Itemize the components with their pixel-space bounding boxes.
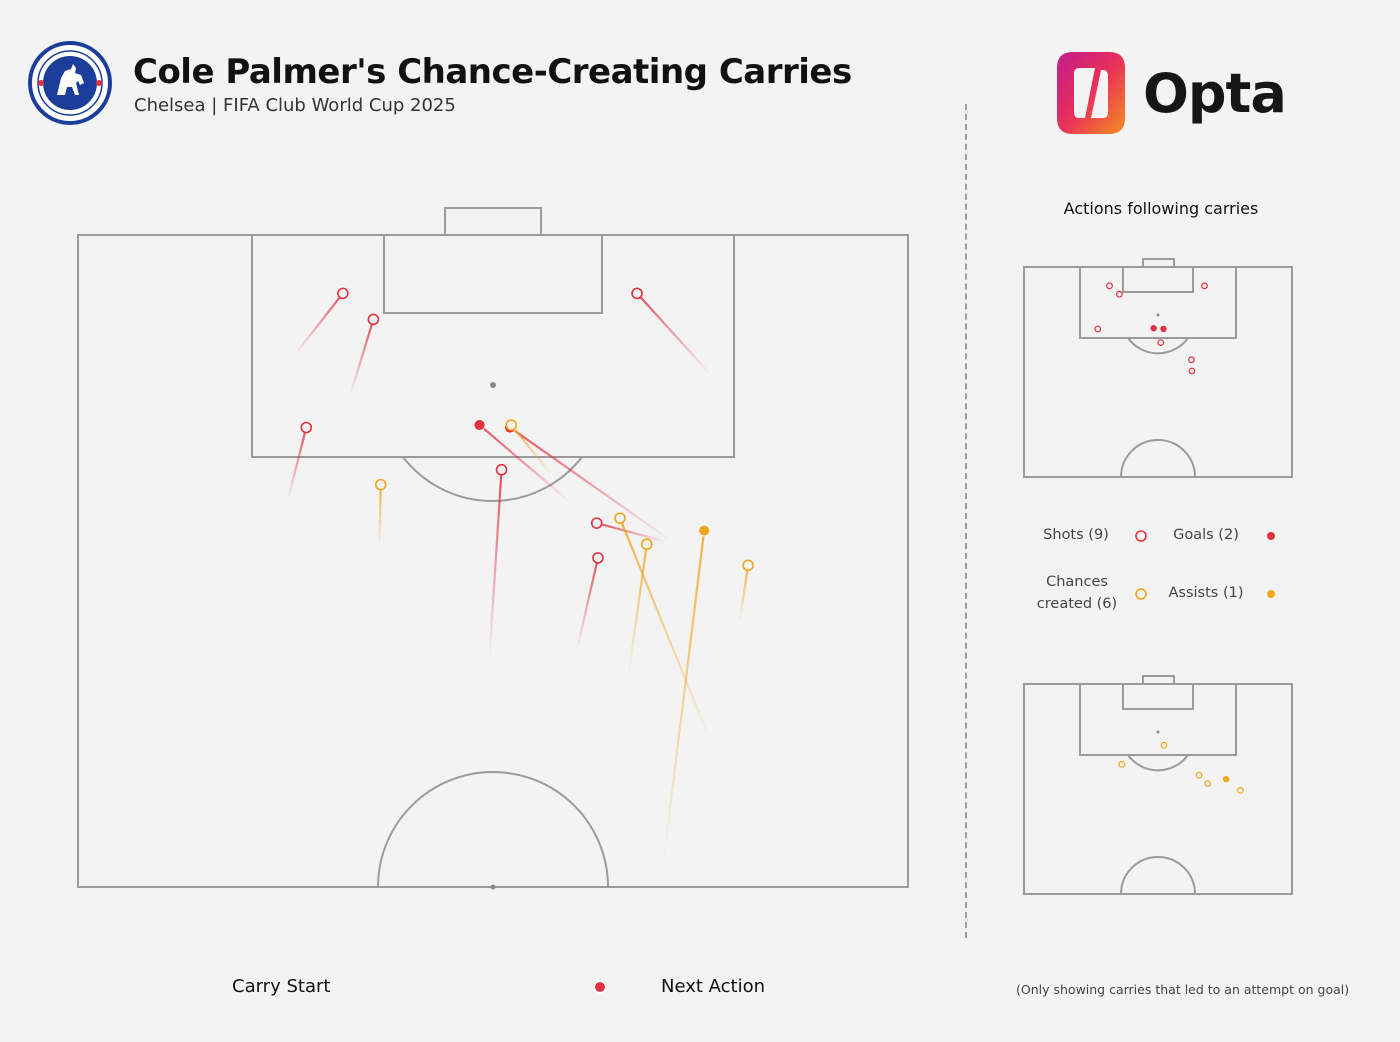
mini-penalty-spot [1156,730,1160,734]
penalty-arc [402,456,583,503]
carry-line-shot [596,522,667,543]
penalty-area [251,234,735,458]
centre-circle-arc [377,771,609,888]
carry-end-shot [495,463,508,476]
carry-end-goal [473,419,486,431]
carry-line-shot [636,292,712,375]
mini-marker-shot [1157,339,1165,346]
carry-line-chance [618,517,714,748]
mini-pitch-chances [1023,675,1293,895]
main-pitch-chart [77,207,909,890]
carries-layer [286,287,754,869]
mini-marker-chance [1118,760,1126,768]
legend-assists-label: Assists (1) [1168,585,1244,601]
carry-line-chance [738,565,750,623]
side-panel-title: Actions following carries [1063,199,1259,218]
mini-marker-chance [1160,741,1168,749]
mini-marker-shot [1188,356,1195,364]
goal [444,207,542,236]
mini-marker-shot [1188,367,1196,375]
mini-penalty-area [1079,683,1237,756]
mini-marker-shot [1106,282,1113,290]
six-yard-box [383,234,603,314]
mini-marker-goal [1160,325,1167,333]
mini-pitch-outline [1023,683,1293,895]
legend-assists-marker [1267,590,1275,598]
mini-penalty-area [1079,266,1237,339]
mini-six-yard-box [1122,683,1194,710]
pitch-markings [77,207,909,888]
legend-shots-label: Shots (9) [1043,527,1109,543]
carry-line-shot [294,292,344,355]
carry-end-chance [640,538,653,551]
legend-chances-line1: Chances [1046,574,1108,590]
carry-line-chance [510,424,553,476]
pitch-outline [77,234,909,888]
carry-line-shot [349,319,375,396]
mini-goal [1142,258,1175,268]
mini-marker-assist [1222,776,1230,783]
mini-marker-goal [1150,325,1157,332]
mini-pitch-shots [1023,258,1293,478]
carry-end-chance [742,559,754,572]
legend-next-action: Next Action [661,976,766,997]
carry-end-shot [337,287,349,300]
carry-line-chance [378,484,382,548]
mini-marker-chance [1204,780,1212,787]
carry-line-assist [661,530,706,869]
mini-marker-shot [1115,290,1123,298]
legend-chances-line2: created (6) [1036,596,1118,612]
chart-title: Cole Palmer's Chance-Creating Carries [133,52,852,92]
carry-line-goal [509,426,674,543]
mini-six-yard-box [1122,266,1194,293]
centre-spot [490,884,496,890]
footnote: (Only showing carries that led to an att… [1016,982,1350,997]
carry-line-goal [478,424,571,503]
mini-centre-arc [1120,439,1196,478]
mini-marker-shot [1201,282,1208,290]
mini-centre-arc [1120,856,1196,895]
mini-marker-chance [1195,771,1203,779]
legend-carry-start: Carry Start [232,976,331,997]
legend-goals-label: Goals (2) [1173,527,1239,543]
mini-penalty-arc [1127,337,1189,355]
carry-line-shot [488,469,503,660]
legend-goals-marker [1267,532,1275,540]
legend-carry-line [392,981,606,993]
chart-subtitle: Chelsea | FIFA Club World Cup 2025 [134,95,456,116]
opta-brand-text: Opta [1143,62,1287,125]
mini-marker-shot [1094,325,1102,333]
penalty-spot [490,382,496,388]
mini-marker-chance [1236,786,1244,794]
carry-end-shot [590,517,603,529]
legend-chances-marker [1135,588,1147,600]
carry-line-chance [627,544,648,675]
carry-end-chance [614,512,626,524]
carry-end-assist [698,524,711,537]
mini-goal [1142,675,1175,685]
carry-end-chance [505,419,518,431]
carry-line-shot [286,427,308,500]
carry-end-shot [592,552,604,564]
opta-logo-icon [1057,52,1125,134]
carry-end-shot [367,313,380,326]
carry-end-chance [374,478,387,491]
legend-carry-end-marker [594,981,606,993]
mini-penalty-arc [1127,754,1189,772]
panel-divider [965,104,967,938]
mini-pitch-outline [1023,266,1293,478]
carry-end-shot [300,421,313,434]
mini-shots-layer [1094,282,1208,375]
legend-shots-marker [1135,530,1147,542]
carry-line-shot [576,557,600,649]
mini-penalty-spot [1156,313,1160,317]
chelsea-crest-logo [28,41,112,125]
carry-end-shot [631,287,643,300]
legend-chances-label: Chances created (6) [1034,571,1120,615]
mini-chances-layer [1118,741,1244,794]
